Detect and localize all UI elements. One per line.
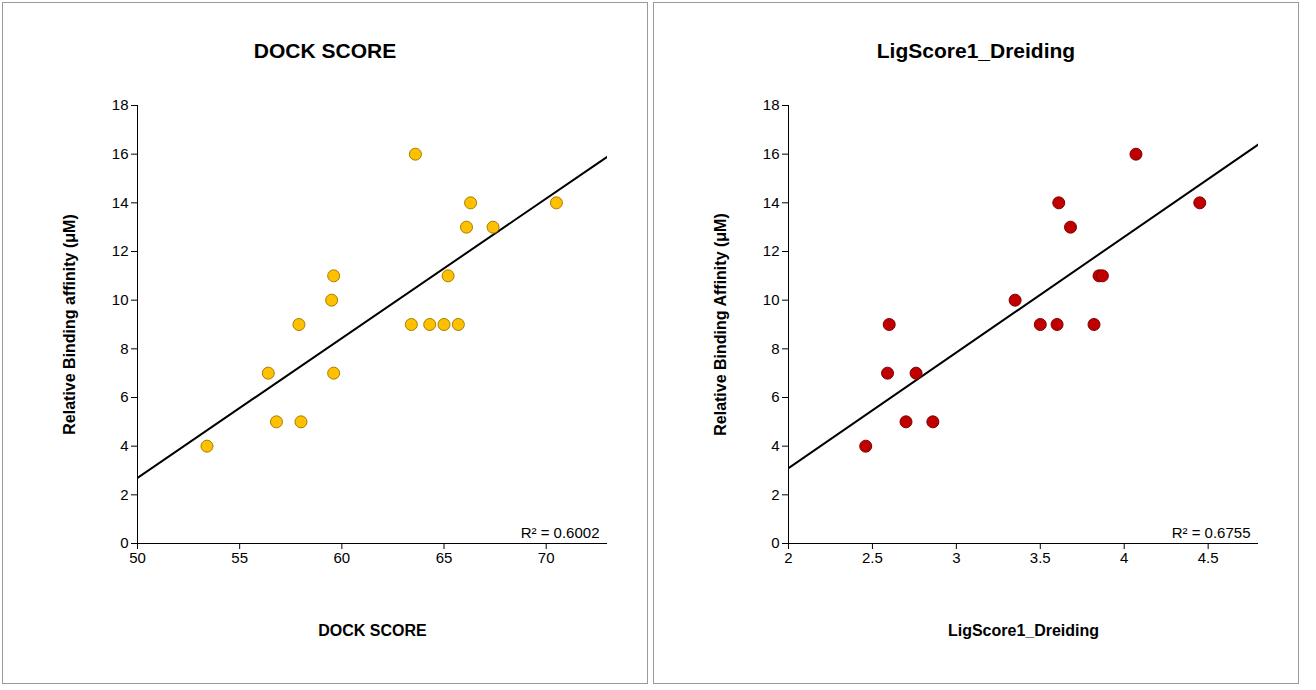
svg-text:65: 65 [436, 549, 453, 566]
svg-text:10: 10 [112, 291, 129, 308]
svg-text:70: 70 [538, 549, 555, 566]
svg-text:10: 10 [763, 291, 780, 308]
svg-text:18: 18 [112, 96, 129, 113]
svg-text:12: 12 [763, 242, 780, 259]
svg-text:2: 2 [784, 549, 792, 566]
svg-text:50: 50 [129, 549, 146, 566]
svg-text:4: 4 [1120, 549, 1128, 566]
svg-text:2.5: 2.5 [862, 549, 883, 566]
svg-text:16: 16 [763, 145, 780, 162]
svg-text:R² = 0.6755: R² = 0.6755 [1172, 524, 1251, 541]
html-text:LigScore1_Dreiding: LigScore1_Dreiding [876, 39, 1076, 62]
svg-text:R² = 0.6002: R² = 0.6002 [521, 524, 600, 541]
svg-text:LigScore1_Dreiding: LigScore1_Dreiding [948, 622, 1099, 639]
svg-text:8: 8 [120, 340, 128, 357]
svg-text:2: 2 [771, 486, 779, 503]
svg-text:12: 12 [112, 242, 129, 259]
svg-text:Relative Binding Affinity (μM): Relative Binding Affinity (μM) [712, 213, 729, 436]
svg-text:6: 6 [120, 388, 128, 405]
svg-text:8: 8 [771, 340, 779, 357]
svg-text:4: 4 [120, 437, 128, 454]
svg-text:4: 4 [771, 437, 779, 454]
svg-text:3.5: 3.5 [1030, 549, 1051, 566]
svg-text:6: 6 [771, 388, 779, 405]
svg-text:Relative Binding affinity (μM): Relative Binding affinity (μM) [61, 214, 78, 434]
svg-text:14: 14 [763, 194, 780, 211]
svg-text:3: 3 [952, 549, 960, 566]
svg-text:2: 2 [120, 486, 128, 503]
svg-text:16: 16 [112, 145, 129, 162]
svg-text:4.5: 4.5 [1198, 549, 1219, 566]
svg-text:60: 60 [334, 549, 351, 566]
svg-text:18: 18 [763, 96, 780, 113]
svg-text:14: 14 [112, 194, 129, 211]
html-text:DOCK SCORE: DOCK SCORE [253, 39, 397, 62]
svg-text:DOCK SCORE: DOCK SCORE [318, 622, 427, 639]
svg-text:0: 0 [120, 534, 128, 551]
svg-text:55: 55 [231, 549, 248, 566]
svg-text:0: 0 [771, 534, 779, 551]
